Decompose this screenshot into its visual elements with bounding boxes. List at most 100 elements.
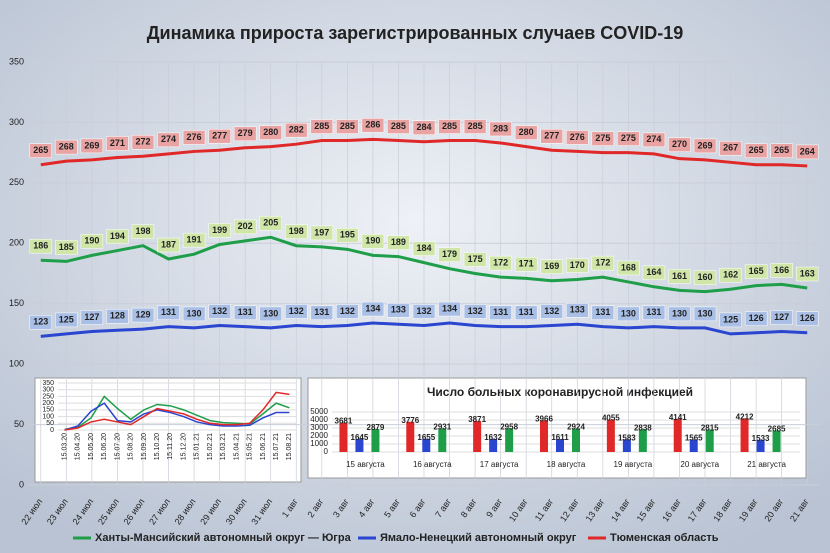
y-tick-label: 350 [42,380,54,387]
data-label-box [208,223,231,238]
data-label-box [540,304,563,319]
data-label: 134 [365,303,380,313]
data-label-box [131,307,155,323]
data-label: 267 [723,143,738,153]
x-tick-label: 15.05.20 [88,433,95,460]
data-label-box [182,130,206,145]
series-line [40,235,808,294]
x-tick-label: 20 августа [680,460,719,469]
x-tick-label: 15.04.21 [233,433,240,460]
data-label: 264 [800,146,815,156]
bar [422,438,431,452]
data-label-box [29,315,53,330]
bar [606,419,615,452]
y-tick-label: 150 [42,407,54,414]
data-label: 272 [135,137,150,147]
data-label: 128 [110,311,125,321]
data-label: 130 [621,308,636,318]
data-label: 2931 [433,423,451,432]
y-tick-label: 250 [9,177,24,187]
y-tick-label: 100 [9,359,24,369]
data-label-box [336,228,359,243]
data-label-box [744,143,768,158]
y-tick-label: 2000 [310,431,328,440]
data-label: 163 [800,268,815,278]
data-label: 279 [238,128,253,138]
data-label: 164 [646,267,661,277]
data-label-box [310,225,334,241]
data-label: 270 [672,139,687,149]
data-label: 274 [161,134,176,144]
data-label: 1565 [685,434,703,443]
data-label-box [80,138,104,154]
data-label-box [795,311,819,326]
bar [772,430,781,452]
data-label: 275 [621,133,636,143]
bar [705,429,714,452]
data-label: 129 [135,309,150,319]
data-label: 130 [672,308,687,318]
y-tick-label: 350 [9,56,24,66]
data-label: 172 [493,258,508,268]
data-label-box [387,119,410,134]
data-label: 127 [774,312,789,322]
series-line [64,391,290,431]
data-label-box [795,266,819,282]
data-label-box [693,306,717,322]
y-tick-label: 3000 [310,423,328,432]
data-label-box [55,139,78,155]
data-label-box [693,138,717,154]
data-label: 2924 [567,423,585,432]
data-label-box [310,305,334,320]
y-tick-label: 5000 [310,407,328,416]
data-label: 195 [340,230,355,240]
bar [572,428,580,452]
data-label: 169 [544,261,559,271]
data-label-box [259,125,282,140]
data-label: 1533 [752,434,770,443]
data-label: 123 [33,317,48,327]
data-label: 275 [595,133,610,143]
data-label-box [642,305,666,320]
data-label-box [29,143,53,158]
data-label: 199 [212,225,227,235]
data-label-box [157,305,180,320]
legend-label: Тюменская область [610,532,719,544]
data-label-box [182,306,206,322]
data-label: 276 [187,132,202,142]
data-label: 3871 [468,415,486,424]
data-label: 3776 [401,416,419,425]
data-label-box [566,258,589,273]
data-label-box [438,247,461,262]
bar [556,439,564,452]
data-label: 175 [468,254,483,264]
chart-title: Динамика прироста зарегистрированных слу… [147,23,684,43]
data-label-box [131,224,155,239]
y-tick-label: 250 [42,393,54,400]
x-tick-label: 15.07.20 [114,433,121,460]
data-label-box [540,128,563,144]
series-line [64,402,290,431]
data-label-box [55,312,78,328]
data-label-box [208,128,231,144]
data-label: 131 [314,307,329,317]
data-label: 265 [749,145,764,155]
data-label: 202 [238,221,253,231]
data-label: 133 [391,305,406,315]
data-label: 1645 [351,433,369,442]
data-label: 2838 [634,423,652,432]
data-label-box [463,304,487,319]
data-label-box [208,304,231,319]
data-label-box [489,255,512,271]
legend-label: Ямало-Ненецкий автономный округ [380,532,577,544]
data-label-box [182,232,206,248]
data-label: 132 [340,306,355,316]
data-label: 131 [646,307,661,317]
data-label-box [770,143,793,158]
data-label-box [106,229,129,244]
data-label-box [617,306,640,322]
data-label: 283 [493,123,508,133]
data-label-box [693,270,717,285]
